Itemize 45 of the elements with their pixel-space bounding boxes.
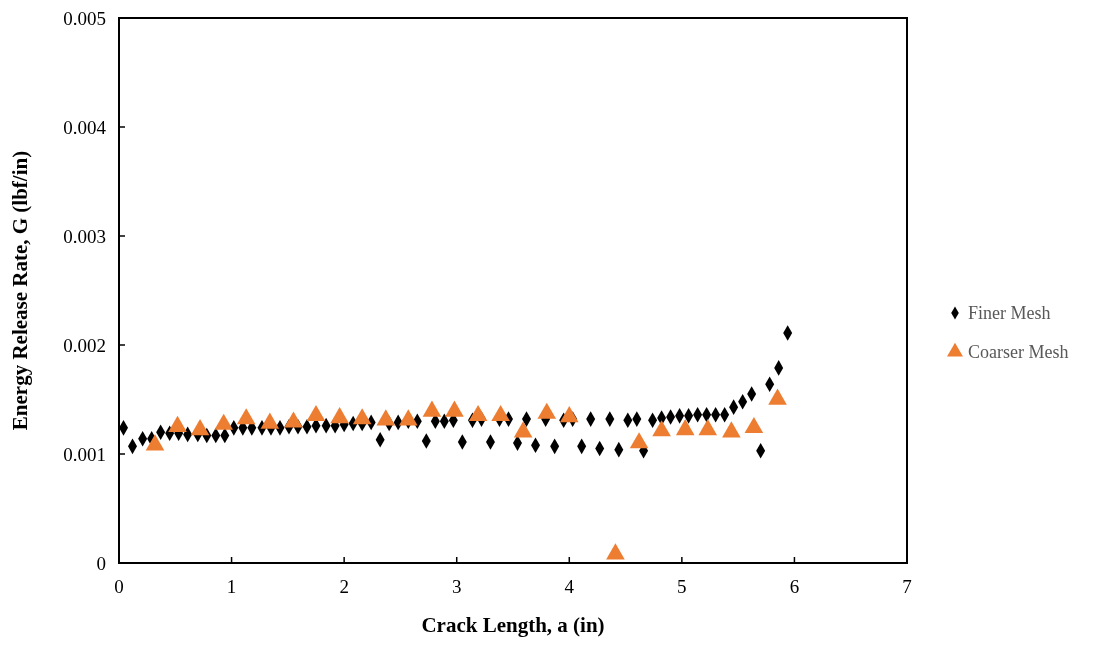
point <box>352 408 372 425</box>
point <box>214 413 233 430</box>
y-tick-label: 0.002 <box>63 334 106 356</box>
point <box>606 543 625 560</box>
point <box>145 434 165 451</box>
point <box>491 404 510 422</box>
y-tick-label: 0.005 <box>63 7 106 29</box>
y-tick-label: 0.003 <box>63 225 106 247</box>
y-tick-label: 0.004 <box>63 116 107 138</box>
point <box>468 404 488 422</box>
point <box>722 421 741 438</box>
x-axis-title: Crack Length, a (in) <box>421 613 605 637</box>
y-tick-label: 0 <box>96 552 106 574</box>
point <box>190 419 210 436</box>
x-tick-label: 1 <box>226 576 237 597</box>
point <box>675 419 695 436</box>
point <box>768 388 787 405</box>
point <box>399 409 418 426</box>
point <box>422 400 442 417</box>
point <box>260 412 280 429</box>
point <box>698 419 718 436</box>
point <box>559 406 579 423</box>
legend-label: Finer Mesh <box>968 303 1051 324</box>
point <box>652 420 671 437</box>
point <box>306 404 326 422</box>
x-tick-label: 0 <box>114 576 124 597</box>
point <box>445 400 464 417</box>
point <box>537 402 557 419</box>
x-tick-label: 7 <box>902 576 912 597</box>
point <box>168 415 187 432</box>
point <box>330 407 349 424</box>
x-tick-label: 6 <box>789 576 800 597</box>
point <box>629 432 649 449</box>
x-tick-label: 4 <box>564 576 575 597</box>
y-tick-label: 0.001 <box>63 443 106 465</box>
point <box>744 416 764 434</box>
legend-label: Coarser Mesh <box>968 342 1069 363</box>
x-tick-label: 5 <box>677 576 687 597</box>
point <box>236 408 256 425</box>
x-tick-label: 2 <box>339 576 349 597</box>
y-axis-title: Energy Release Rate, G (lbf/in) <box>8 150 32 431</box>
x-tick-label: 3 <box>451 576 462 597</box>
point <box>284 411 303 428</box>
point <box>376 409 396 426</box>
point <box>513 421 533 438</box>
